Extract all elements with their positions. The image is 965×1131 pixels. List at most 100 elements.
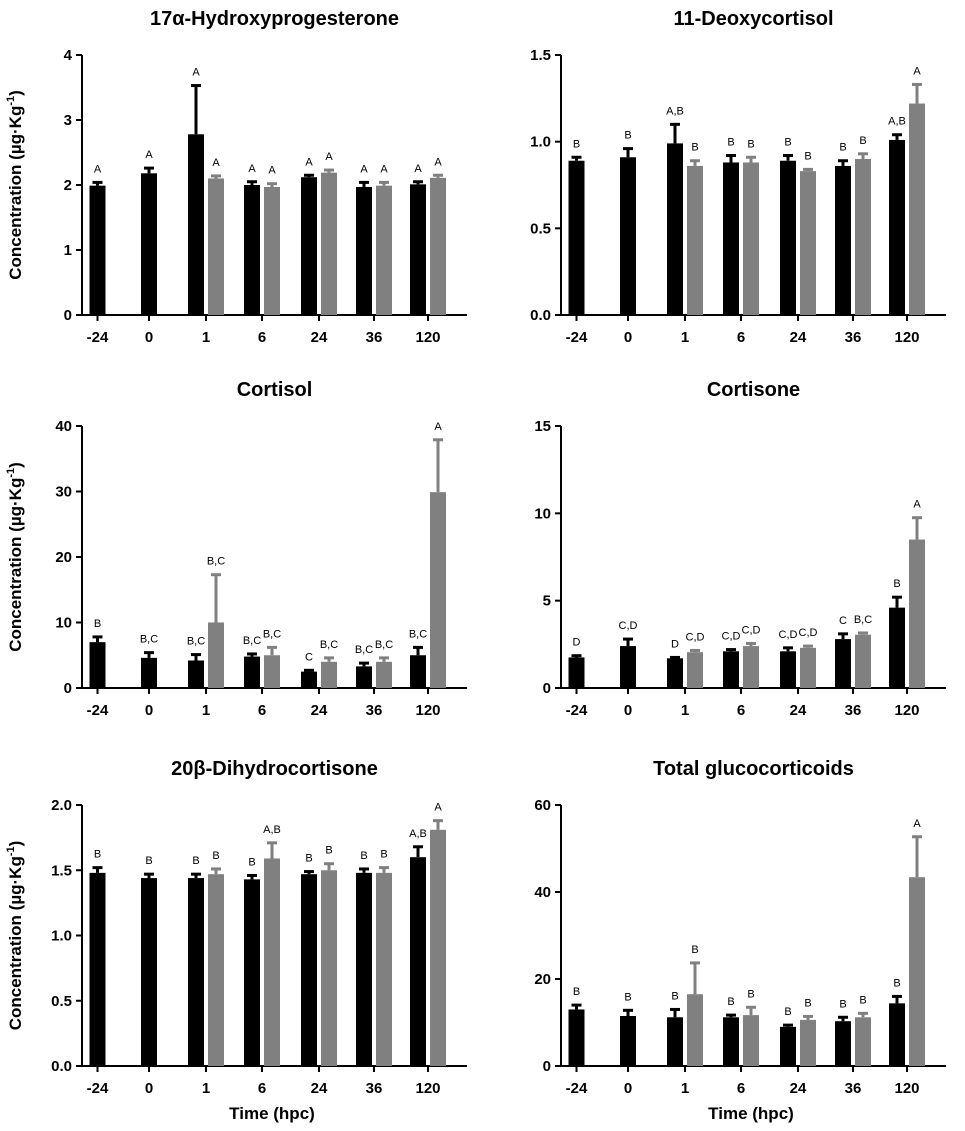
bar-black: [835, 639, 851, 688]
y-tick-label: 40: [534, 884, 551, 901]
y-tick-label: 0: [543, 1058, 551, 1075]
y-axis-label-sup: -1: [5, 468, 17, 478]
significance-letter: B: [573, 138, 580, 150]
significance-letter: B,C: [320, 639, 338, 651]
bar-black: [188, 660, 204, 688]
significance-letter: A: [145, 149, 153, 161]
x-tick-label: 1: [202, 1080, 210, 1097]
bar-black: [141, 657, 157, 688]
y-axis-label: Concentration (µg·Kg-1): [5, 90, 25, 280]
significance-letter: B,C: [140, 634, 158, 646]
bar-black: [89, 872, 106, 1066]
x-tick-label: -24: [566, 329, 588, 346]
chart-panel-2: 11-Deoxycortisol 0.0 0.5 1.0 1.5 -24 0 1 6 24 36 12…: [530, 8, 946, 346]
x-tick-label: 1: [202, 329, 210, 346]
significance-letter: A: [94, 163, 102, 175]
y-axis-label-end: ): [6, 90, 25, 96]
significance-letter: B: [671, 990, 678, 1002]
chart-title: 20β-Dihydrocortisone: [171, 758, 378, 780]
y-tick-label: 5: [543, 593, 551, 610]
bar-grey: [855, 159, 871, 315]
significance-letter: C,D: [722, 631, 741, 643]
x-tick-label: -24: [566, 1080, 588, 1097]
y-axis-label-sup: -1: [5, 96, 17, 106]
bar-black: [620, 157, 636, 315]
significance-letter: B: [380, 849, 387, 861]
bar-grey: [743, 1015, 759, 1066]
x-tick-label: 24: [790, 1080, 807, 1097]
significance-letter: B: [305, 853, 312, 865]
x-tick-label: 6: [737, 1080, 745, 1097]
x-tick-label: 6: [737, 329, 745, 346]
significance-letter: B: [192, 855, 199, 867]
significance-letter: D: [671, 638, 679, 650]
bar-grey: [909, 877, 925, 1066]
bar-black: [723, 162, 739, 315]
significance-letter: B,C: [375, 639, 393, 651]
bar-grey: [208, 178, 224, 315]
x-tick-label: 0: [624, 1080, 632, 1097]
x-axis-label: Time (hpc): [708, 1104, 794, 1123]
bar-grey: [376, 185, 392, 315]
bar-grey: [321, 172, 337, 315]
significance-letter: A: [434, 802, 442, 814]
significance-letter: B,C: [263, 628, 281, 640]
bar-black: [89, 642, 106, 688]
bar-black: [244, 879, 260, 1066]
significance-letter: B,C: [355, 644, 373, 656]
bar-black: [410, 184, 426, 315]
bar-black: [141, 173, 157, 315]
y-axis-label-text: Concentration (µg·Kg: [6, 856, 25, 1030]
x-tick-label: 6: [258, 702, 266, 719]
significance-letter: B: [859, 135, 866, 147]
chart-title: Cortisone: [707, 379, 800, 401]
x-tick-label: 24: [790, 329, 807, 346]
bar-black: [89, 185, 106, 315]
bar-grey: [687, 994, 703, 1066]
y-tick-label: 4: [64, 47, 73, 64]
bar-grey: [687, 165, 703, 315]
significance-letter: B: [859, 994, 866, 1006]
bar-black: [410, 857, 426, 1066]
bar-black: [780, 651, 796, 688]
y-axis-label-text: Concentration (µg·Kg: [6, 106, 25, 280]
y-tick-label: 0.0: [530, 307, 551, 324]
x-tick-label: 36: [366, 329, 383, 346]
bar-grey: [430, 177, 446, 315]
x-tick-label: -24: [87, 1080, 109, 1097]
y-tick-label: 1.5: [530, 47, 551, 64]
y-tick-label: 0: [64, 307, 72, 324]
bar-black: [835, 165, 851, 315]
significance-letter: C: [305, 651, 313, 663]
y-axis-label: Concentration (µg·Kg-1): [5, 462, 25, 652]
bar-black: [356, 872, 372, 1066]
bar-black: [620, 1015, 636, 1066]
x-tick-label: 1: [681, 1080, 689, 1097]
bar-black: [667, 658, 683, 688]
x-tick-label: 120: [894, 329, 919, 346]
x-tick-label: 6: [258, 329, 266, 346]
significance-letter: A,B: [666, 105, 684, 117]
significance-letter: B: [94, 618, 101, 630]
significance-letter: A: [268, 165, 276, 177]
x-tick-label: 24: [311, 1080, 328, 1097]
significance-letter: B: [804, 997, 811, 1009]
bar-black: [780, 160, 796, 315]
x-tick-label: -24: [566, 702, 588, 719]
x-tick-label: 36: [845, 702, 862, 719]
significance-letter: A: [305, 156, 313, 168]
bar-black: [889, 1003, 905, 1066]
significance-letter: A,B: [888, 116, 906, 128]
x-tick-label: 0: [624, 329, 632, 346]
bar-grey: [909, 103, 925, 316]
chart-panel-5: 20β-Dihydrocortisone 0.0 0.5 1.0 1.5 2.0 -24 0 1…: [5, 758, 467, 1123]
x-tick-label: 1: [202, 702, 210, 719]
bar-black: [568, 160, 585, 315]
bar-black: [723, 1017, 739, 1066]
x-tick-label: 6: [737, 702, 745, 719]
significance-letter: C,D: [799, 627, 818, 639]
significance-letter: B: [691, 944, 698, 956]
significance-letter: B: [804, 150, 811, 162]
